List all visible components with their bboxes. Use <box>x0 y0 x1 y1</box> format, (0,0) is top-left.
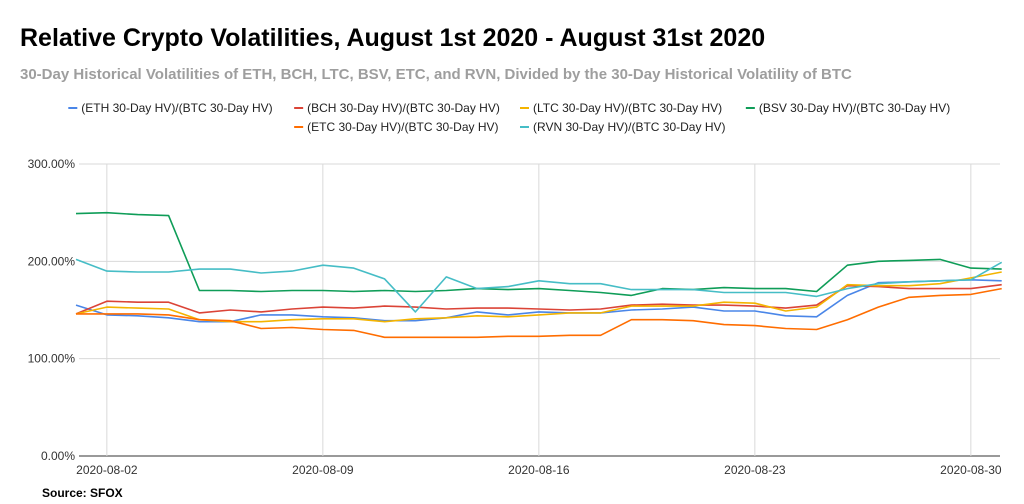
x-tick-label: 2020-08-23 <box>724 463 786 477</box>
legend-label: (ETH 30-Day HV)/(BTC 30-Day HV) <box>81 101 272 115</box>
y-tick-label: 100.00% <box>28 352 76 366</box>
chart-title: Relative Crypto Volatilities, August 1st… <box>20 24 766 52</box>
source-note: Source: SFOX <box>42 486 123 500</box>
y-tick-label: 0.00% <box>41 449 75 463</box>
series-line <box>75 258 1003 313</box>
chart-grid <box>79 163 1000 457</box>
chart-legend: (ETH 30-Day HV)/(BTC 30-Day HV) (BCH 30-D… <box>68 101 950 134</box>
series-line <box>75 283 1002 315</box>
x-tick-label: 2020-08-02 <box>76 463 138 477</box>
legend-label: (LTC 30-Day HV)/(BTC 30-Day HV) <box>533 101 722 115</box>
y-tick-label: 200.00% <box>28 254 76 268</box>
x-tick-label: 2020-08-09 <box>292 463 354 477</box>
chart-axes: 0.00% 100.00% 200.00% 300.00% 2020-08-02 2020… <box>28 157 1002 477</box>
legend-label: (ETC 30-Day HV)/(BTC 30-Day HV) <box>307 120 498 134</box>
legend-label: (BCH 30-Day HV)/(BTC 30-Day HV) <box>307 101 500 115</box>
legend-label: (RVN 30-Day HV)/(BTC 30-Day HV) <box>533 120 725 134</box>
series-line <box>76 287 1002 339</box>
x-tick-label: 2020-08-30 <box>940 463 1002 477</box>
chart-subtitle: 30-Day Historical Volatilities of ETH, B… <box>20 66 852 83</box>
series-line <box>75 271 1002 323</box>
series-line <box>75 211 1002 297</box>
legend-label: (BSV 30-Day HV)/(BTC 30-Day HV) <box>759 101 950 115</box>
y-tick-label: 300.00% <box>28 157 76 171</box>
x-tick-label: 2020-08-16 <box>508 463 570 477</box>
chart-series <box>75 211 1003 339</box>
